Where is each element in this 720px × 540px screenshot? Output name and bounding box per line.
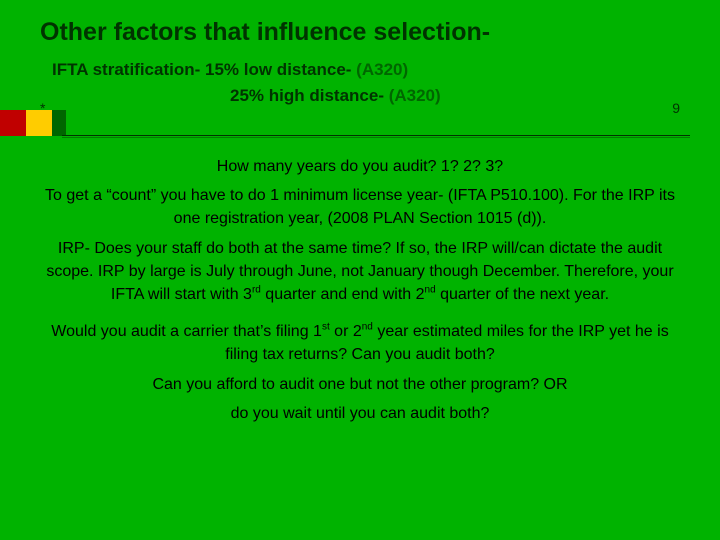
subtitle-block: IFTA stratification- 15% low distance- (… bbox=[52, 57, 680, 110]
decor-squares-icon bbox=[0, 110, 66, 136]
footer-left: * bbox=[40, 100, 45, 116]
p3-c: quarter of the next year. bbox=[436, 286, 609, 303]
subtitle-line-1: IFTA stratification- 15% low distance- (… bbox=[52, 57, 680, 83]
p3-sup2: nd bbox=[425, 285, 436, 296]
divider-line bbox=[62, 135, 690, 136]
subtitle-model-2: (A320) bbox=[389, 86, 441, 105]
subtitle-value-1: 15% low distance- bbox=[200, 60, 356, 79]
slide-number: 9 bbox=[672, 100, 680, 116]
p3-b: quarter and end with 2 bbox=[261, 286, 425, 303]
paragraph-1: How many years do you audit? 1? 2? 3? bbox=[42, 155, 678, 178]
subtitle-value-2: 25% high distance- bbox=[230, 86, 389, 105]
body-text: How many years do you audit? 1? 2? 3? To… bbox=[42, 155, 678, 431]
subtitle-model-1: (A320) bbox=[356, 60, 408, 79]
divider-line-shadow bbox=[62, 137, 690, 138]
square-red-icon bbox=[0, 110, 26, 136]
paragraph-2: To get a “count” you have to do 1 minimu… bbox=[42, 184, 678, 230]
paragraph-4: Would you audit a carrier that’s filing … bbox=[42, 320, 678, 366]
slide: Other factors that influence selection- … bbox=[0, 0, 720, 126]
subtitle-line-2: 25% high distance- (A320) bbox=[230, 83, 680, 109]
p4-sup1: st bbox=[322, 322, 330, 333]
p4-b: or 2 bbox=[330, 323, 362, 340]
paragraph-3: IRP- Does your staff do both at the same… bbox=[42, 237, 678, 307]
slide-title: Other factors that influence selection- bbox=[40, 18, 680, 47]
square-yellow-icon bbox=[26, 110, 52, 136]
paragraph-5: Can you afford to audit one but not the … bbox=[42, 373, 678, 396]
p4-sup2: nd bbox=[362, 322, 373, 333]
p4-a: Would you audit a carrier that’s filing … bbox=[51, 323, 322, 340]
paragraph-6: do you wait until you can audit both? bbox=[42, 402, 678, 425]
subtitle-label: IFTA stratification- bbox=[52, 60, 200, 79]
square-green-icon bbox=[52, 110, 66, 136]
p3-sup1: rd bbox=[252, 285, 261, 296]
